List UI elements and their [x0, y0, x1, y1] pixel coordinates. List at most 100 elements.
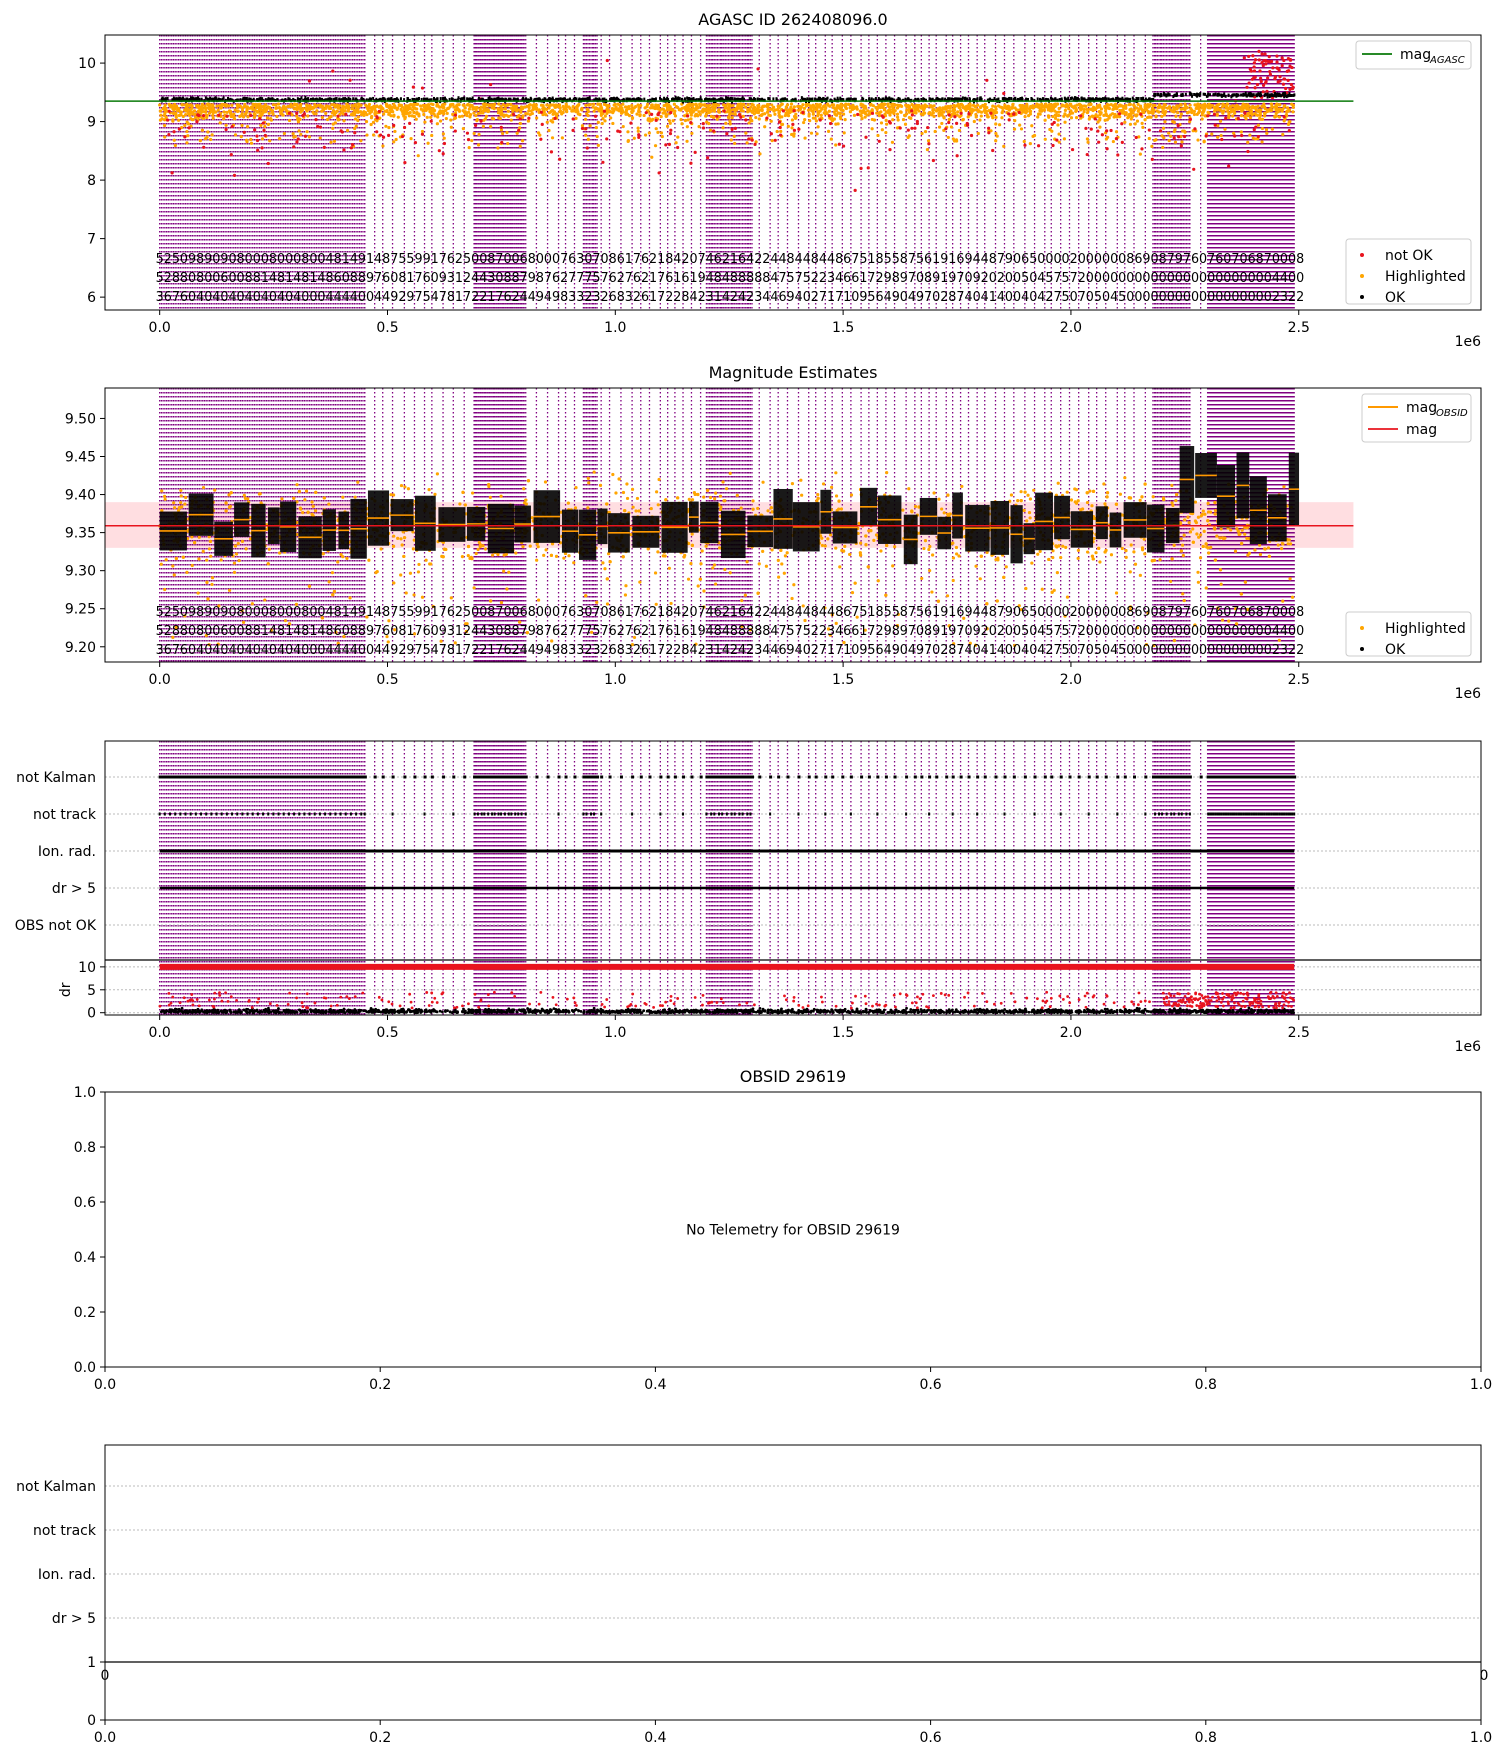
ok-point — [964, 96, 967, 100]
highlighted-point — [885, 122, 889, 126]
x-tick-label: 0.0 — [149, 320, 171, 336]
not-ok-point — [1255, 83, 1260, 87]
not-ok-point — [985, 78, 989, 82]
highlighted-point — [174, 115, 178, 119]
highlighted-point — [271, 112, 275, 116]
highlighted-point — [332, 139, 337, 143]
highlighted-point — [1285, 106, 1290, 110]
not-ok-point — [1247, 54, 1251, 59]
highlighted-point — [225, 103, 229, 107]
highlighted-point — [433, 114, 437, 118]
highlighted-point — [676, 135, 680, 139]
ok-point — [1007, 97, 1010, 101]
highlighted-point — [1112, 115, 1116, 119]
highlighted-point — [399, 103, 404, 107]
ok-point — [784, 97, 787, 101]
highlighted-point — [171, 118, 175, 122]
highlighted-point — [1206, 110, 1210, 114]
highlighted-point — [603, 119, 607, 123]
ok-point — [1277, 94, 1280, 98]
not-ok-point — [605, 137, 609, 141]
highlighted-point — [1213, 105, 1217, 109]
highlighted-point — [816, 125, 820, 129]
not-ok-point — [584, 127, 588, 131]
highlighted-point — [957, 128, 962, 133]
not-ok-point — [437, 149, 441, 153]
highlighted-point — [506, 109, 510, 113]
ok-point — [1198, 93, 1201, 97]
not-ok-point — [263, 133, 267, 138]
highlighted-point — [1240, 105, 1244, 109]
highlighted-point — [1196, 138, 1200, 142]
not-ok-point — [571, 128, 575, 132]
not-ok-point — [1093, 117, 1097, 121]
highlighted-point — [822, 111, 826, 115]
highlighted-point — [941, 106, 945, 110]
not-ok-point — [260, 146, 264, 150]
highlighted-point — [637, 109, 641, 114]
highlighted-point — [685, 103, 689, 108]
highlighted-point — [396, 115, 400, 119]
highlighted-point — [870, 117, 874, 122]
highlighted-point — [834, 122, 838, 126]
highlighted-point — [1103, 109, 1108, 113]
not-ok-point — [781, 109, 785, 113]
ok-point — [544, 97, 547, 101]
highlighted-point — [222, 110, 226, 114]
highlighted-point — [946, 104, 950, 109]
not-ok-point — [1037, 144, 1041, 148]
ok-point — [174, 97, 177, 101]
highlighted-point — [203, 104, 207, 108]
highlighted-point — [1147, 104, 1152, 108]
not-ok-point — [1246, 149, 1250, 154]
ok-point — [935, 97, 938, 101]
ok-point — [354, 97, 357, 101]
highlighted-point — [875, 111, 879, 115]
not-ok-point — [967, 112, 971, 116]
not-ok-point — [792, 109, 796, 113]
highlighted-point — [207, 107, 212, 111]
highlighted-point — [205, 135, 209, 139]
highlighted-point — [173, 105, 178, 110]
highlighted-point — [693, 114, 697, 118]
highlighted-point — [777, 113, 781, 117]
not-ok-point — [1253, 86, 1257, 90]
highlighted-point — [1239, 114, 1244, 118]
ok-point — [1090, 97, 1093, 101]
highlighted-point — [1205, 104, 1209, 108]
highlighted-point — [354, 124, 358, 128]
ok-point — [352, 97, 355, 101]
ok-point — [1233, 93, 1236, 97]
highlighted-point — [470, 138, 474, 143]
ok-point — [243, 96, 246, 100]
highlighted-point — [571, 104, 575, 109]
not-ok-point — [877, 139, 881, 143]
highlighted-point — [1160, 134, 1164, 138]
highlighted-point — [219, 106, 223, 110]
highlighted-point — [441, 105, 445, 109]
highlighted-point — [686, 108, 690, 112]
highlighted-point — [748, 116, 753, 120]
ok-point — [726, 97, 729, 101]
highlighted-point — [1028, 110, 1032, 114]
highlighted-point — [423, 120, 427, 124]
not-ok-point — [1280, 56, 1284, 60]
not-ok-point — [348, 78, 352, 82]
highlighted-point — [1122, 106, 1126, 110]
highlighted-point — [766, 107, 770, 112]
ok-point — [666, 96, 669, 100]
highlighted-point — [467, 107, 471, 111]
highlighted-point — [1260, 126, 1265, 131]
highlighted-point — [1257, 110, 1262, 114]
highlighted-point — [627, 107, 631, 111]
not-ok-point — [165, 118, 170, 122]
ok-point — [1202, 92, 1205, 96]
highlighted-point — [547, 111, 552, 115]
not-ok-point — [571, 117, 575, 121]
highlighted-point — [230, 103, 234, 107]
highlighted-point — [1176, 111, 1180, 115]
not-ok-point — [466, 138, 471, 142]
highlighted-point — [803, 136, 807, 140]
highlighted-point — [1201, 110, 1205, 114]
highlighted-point — [200, 128, 205, 132]
